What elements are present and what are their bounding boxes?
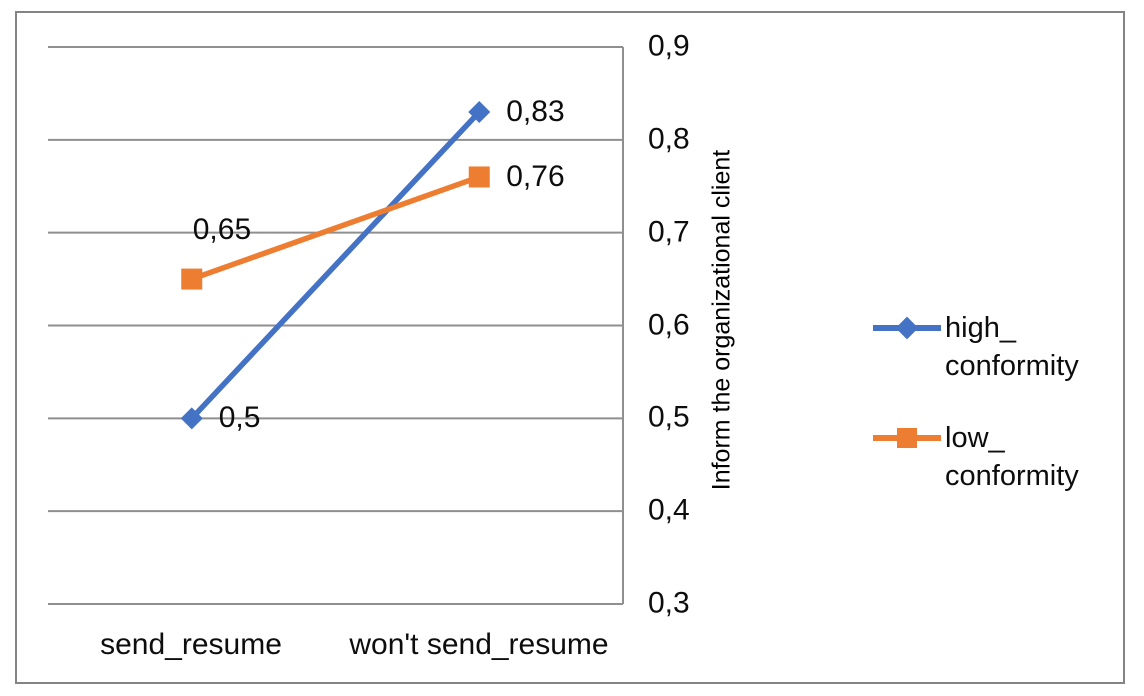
figure-border [15, 11, 1125, 684]
data-label-low_conformity-0: 0,65 [192, 213, 252, 247]
y-tick-label-0-8: 0,8 [648, 122, 690, 156]
marker-square-low_conformity-0 [181, 268, 203, 290]
legend-label-low-conformity: low_ conformity [945, 419, 1079, 495]
series-line-high_conformity [189, 110, 482, 421]
marker-square-low_conformity-1 [468, 166, 490, 188]
y-axis-title: Inform the organizational client [707, 149, 736, 491]
y-tick-label-0-9: 0,9 [648, 29, 690, 63]
legend-entry-low-conformity: low_ conformity [873, 419, 1079, 495]
x-axis-label-send-resume: send_resume [100, 628, 282, 661]
data-label-high_conformity-1: 0,83 [506, 94, 565, 128]
legend-label-line: low_ [945, 422, 1005, 454]
y-tick-label-0-7: 0,7 [648, 215, 690, 249]
legend-label-line: high_ [945, 312, 1016, 344]
legend-label-line: conformity [945, 350, 1079, 382]
legend-entry-high-conformity: high_ conformity [873, 309, 1079, 385]
legend-diamond-icon [895, 316, 919, 340]
marker-diamond-high_conformity-1 [468, 100, 491, 123]
y-tick-label-0-6: 0,6 [648, 307, 690, 341]
legend-label-high-conformity: high_ conformity [945, 309, 1079, 385]
series-line-low_conformity [190, 174, 481, 282]
legend: high_ conformity low_ conformity [873, 309, 1079, 495]
marker-diamond-high_conformity-0 [180, 407, 203, 430]
legend-marker-low-conformity-icon [873, 419, 945, 457]
legend-label-line: conformity [945, 460, 1079, 492]
x-axis-label-wont-send-resume: won't send_resume [349, 628, 609, 661]
data-label-low_conformity-1: 0,76 [506, 159, 565, 193]
y-tick-label-0-5: 0,5 [648, 400, 690, 434]
y-tick-label-0-3: 0,3 [648, 586, 690, 620]
y-tick-label-0-4: 0,4 [648, 493, 690, 527]
data-label-high_conformity-0: 0,5 [218, 401, 261, 435]
legend-square-icon [897, 428, 917, 448]
legend-marker-high-conformity-icon [873, 309, 945, 347]
